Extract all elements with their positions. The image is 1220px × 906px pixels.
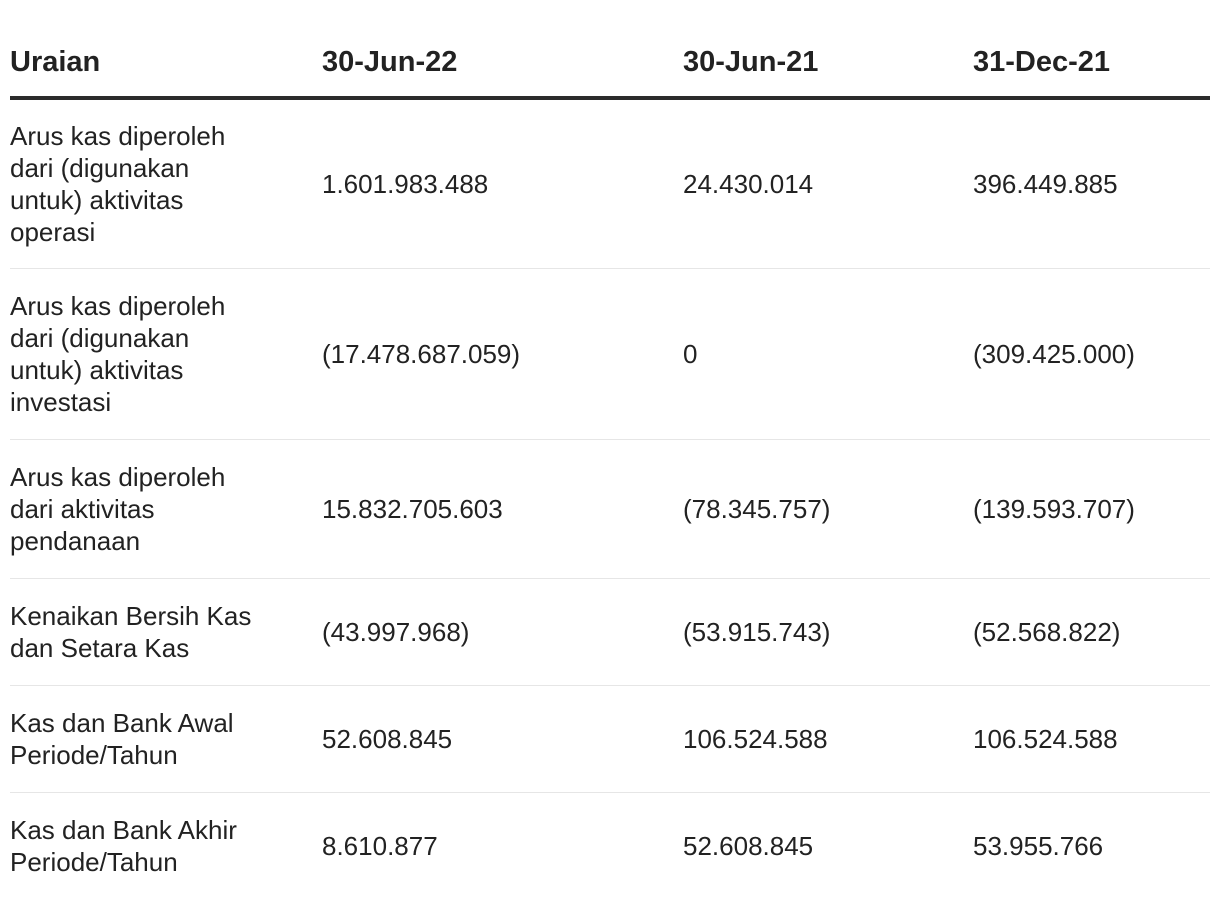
row-label: Kas dan Bank Awal Periode/Tahun xyxy=(10,708,234,770)
value-cell: 8.610.877 xyxy=(322,831,438,861)
row-label: Arus kas diperoleh dari (digunakan untuk… xyxy=(10,291,226,417)
value-cell: (78.345.757) xyxy=(683,439,973,579)
header-31-dec-21: 31-Dec-21 xyxy=(973,0,1210,100)
table-row: Arus kas diperoleh dari (digunakan untuk… xyxy=(10,268,1210,440)
header-uraian: Uraian xyxy=(10,0,322,100)
value-cell: (309.425.000) xyxy=(973,268,1210,440)
row-label: Kenaikan Bersih Kas dan Setara Kas xyxy=(10,601,252,663)
value-cell: (139.593.707) xyxy=(973,439,1210,579)
value-cell: 0 xyxy=(683,268,973,440)
value-cell: (43.997.968) xyxy=(322,578,683,686)
value-cell: 53.955.766 xyxy=(973,831,1104,861)
value-cell: (52.568.822) xyxy=(973,578,1210,686)
value-cell: (53.915.743) xyxy=(683,578,973,686)
row-label-cell: Arus kas diperoleh dari (digunakan untuk… xyxy=(10,98,322,269)
value-cell: 106.524.588 xyxy=(683,685,973,793)
row-label-cell: Arus kas diperoleh dari aktivitas pendan… xyxy=(10,439,322,579)
value-cell: 1.601.983.488 xyxy=(322,98,683,269)
header-30-jun-21-label: 30-Jun-21 xyxy=(683,45,819,78)
table-header: Uraian 30-Jun-22 30-Jun-21 31-Dec-21 xyxy=(10,0,1210,100)
table-row: Kas dan Bank Akhir Periode/Tahun 8.610.8… xyxy=(10,793,1210,900)
value-cell: 52.608.845 xyxy=(683,831,814,861)
table-row: Kenaikan Bersih Kas dan Setara Kas (43.9… xyxy=(10,578,1210,686)
header-30-jun-22-label: 30-Jun-22 xyxy=(322,45,458,78)
cash-flow-table: Uraian 30-Jun-22 30-Jun-21 31-Dec-21 Aru… xyxy=(10,0,1210,899)
table-row: Kas dan Bank Awal Periode/Tahun 52.608.8… xyxy=(10,685,1210,793)
value-cell: 106.524.588 xyxy=(973,685,1210,793)
header-31-dec-21-label: 31-Dec-21 xyxy=(973,45,1111,78)
value-cell: 396.449.885 xyxy=(973,98,1210,269)
table-body: Arus kas diperoleh dari (digunakan untuk… xyxy=(10,98,1210,899)
table-row: Arus kas diperoleh dari (digunakan untuk… xyxy=(10,98,1210,269)
value-cell: 15.832.705.603 xyxy=(322,439,683,579)
table-row: Arus kas diperoleh dari aktivitas pendan… xyxy=(10,439,1210,579)
header-uraian-label: Uraian xyxy=(10,45,101,78)
row-label: Arus kas diperoleh dari aktivitas pendan… xyxy=(10,462,226,556)
row-label: Arus kas diperoleh dari (digunakan untuk… xyxy=(10,121,226,247)
row-label-cell: Kas dan Bank Awal Periode/Tahun xyxy=(10,685,322,793)
row-label-cell: Arus kas diperoleh dari (digunakan untuk… xyxy=(10,268,322,440)
header-30-jun-21: 30-Jun-21 xyxy=(683,0,973,100)
value-cell: 24.430.014 xyxy=(683,98,973,269)
row-label-cell: Kenaikan Bersih Kas dan Setara Kas xyxy=(10,578,322,686)
row-label-cell: Kas dan Bank Akhir Periode/Tahun xyxy=(10,793,322,900)
value-cell: 52.608.845 xyxy=(322,685,683,793)
cash-flow-table-container: Uraian 30-Jun-22 30-Jun-21 31-Dec-21 Aru… xyxy=(10,0,1210,899)
header-row: Uraian 30-Jun-22 30-Jun-21 31-Dec-21 xyxy=(10,0,1210,100)
row-label: Kas dan Bank Akhir Periode/Tahun xyxy=(10,815,237,877)
value-cell: (17.478.687.059) xyxy=(322,268,683,440)
header-30-jun-22: 30-Jun-22 xyxy=(322,0,683,100)
